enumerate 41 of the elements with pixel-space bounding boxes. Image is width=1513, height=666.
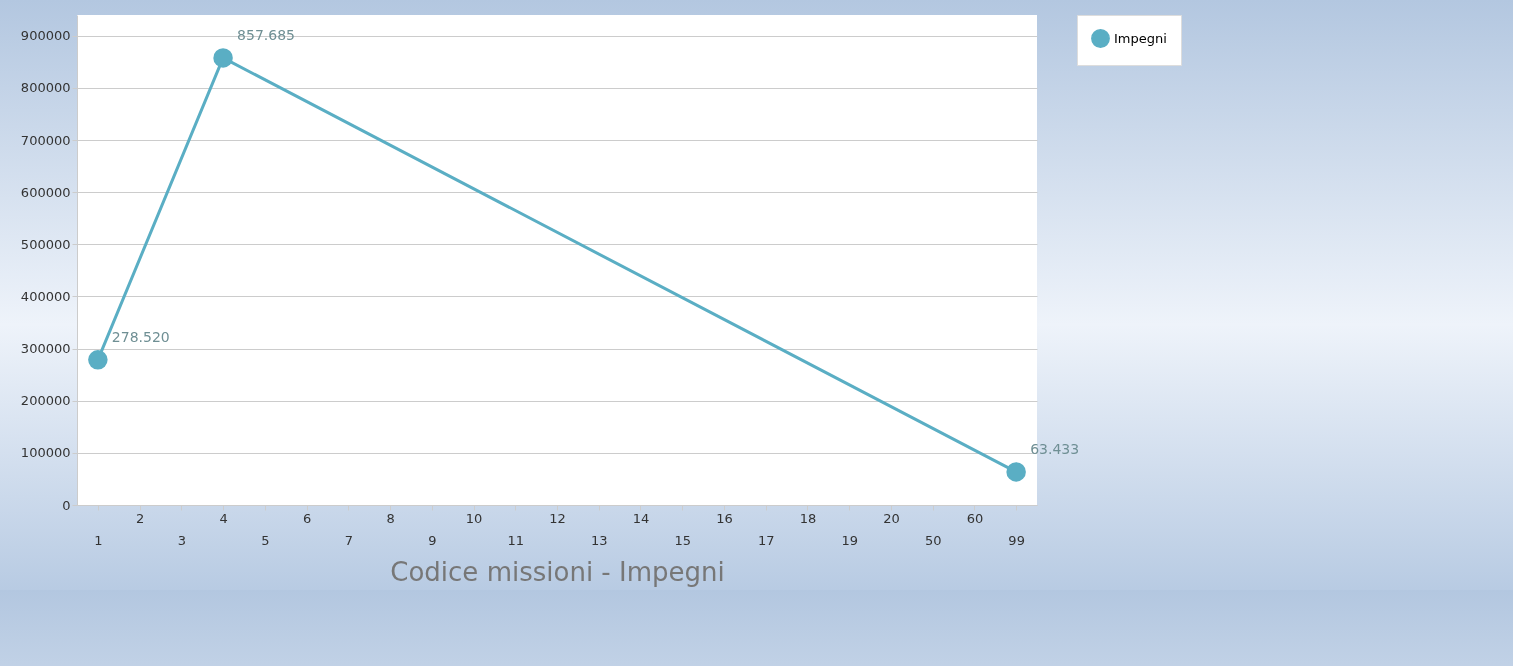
x-tick-label: 2 bbox=[135, 510, 145, 526]
x-tick-label: 5 bbox=[261, 532, 270, 548]
x-tick-label: 8 bbox=[386, 510, 395, 526]
point bbox=[213, 48, 233, 68]
y-tick-label: 800000 bbox=[20, 80, 71, 96]
x-tick-label: 99 bbox=[1008, 532, 1025, 548]
x-tick-label: 15 bbox=[674, 532, 691, 548]
x-tick-label: 1 bbox=[94, 532, 103, 548]
x-tick-label: 17 bbox=[757, 532, 775, 548]
x-tick-label: 3 bbox=[177, 532, 186, 548]
data-label: 278.520 bbox=[111, 328, 170, 345]
x-tick-label: 18 bbox=[799, 510, 817, 526]
x-tick-label: 50 bbox=[924, 532, 942, 548]
x-tick-label: 16 bbox=[716, 510, 733, 526]
y-tick-label: 700000 bbox=[20, 132, 71, 148]
y-tick-label: 100000 bbox=[20, 445, 71, 461]
x-tick-label: 6 bbox=[302, 510, 312, 526]
x-axis-title: Codice missioni - Impegni bbox=[390, 556, 725, 587]
y-tick-label: 400000 bbox=[20, 288, 71, 304]
y-tick-label: 600000 bbox=[20, 184, 71, 200]
y-tick-label: 900000 bbox=[20, 28, 71, 44]
point bbox=[1006, 462, 1026, 482]
x-tick-label: 60 bbox=[966, 510, 984, 526]
x-tick-label: 9 bbox=[428, 532, 437, 548]
x-tick-label: 20 bbox=[883, 510, 900, 526]
point bbox=[88, 350, 108, 370]
x-tick-label: 14 bbox=[632, 510, 650, 526]
data-label: 857.685 bbox=[237, 26, 295, 43]
y-tick-label: 500000 bbox=[20, 236, 71, 252]
legend-label: Impegni bbox=[1114, 30, 1167, 46]
x-tick-label: 13 bbox=[590, 532, 608, 548]
x-tick-label: 19 bbox=[841, 532, 858, 548]
x-tick-label: 11 bbox=[507, 532, 525, 548]
x-tick-label: 12 bbox=[549, 510, 566, 526]
y-tick-label: 300000 bbox=[20, 341, 71, 357]
x-tick-label: 4 bbox=[219, 510, 228, 526]
data-label: 63.433 bbox=[1030, 440, 1080, 457]
y-tick-label: 200000 bbox=[20, 393, 71, 409]
x-tick-label: 7 bbox=[344, 532, 353, 548]
y-tick-label: 0 bbox=[62, 497, 71, 513]
x-tick-label: 10 bbox=[465, 510, 483, 526]
